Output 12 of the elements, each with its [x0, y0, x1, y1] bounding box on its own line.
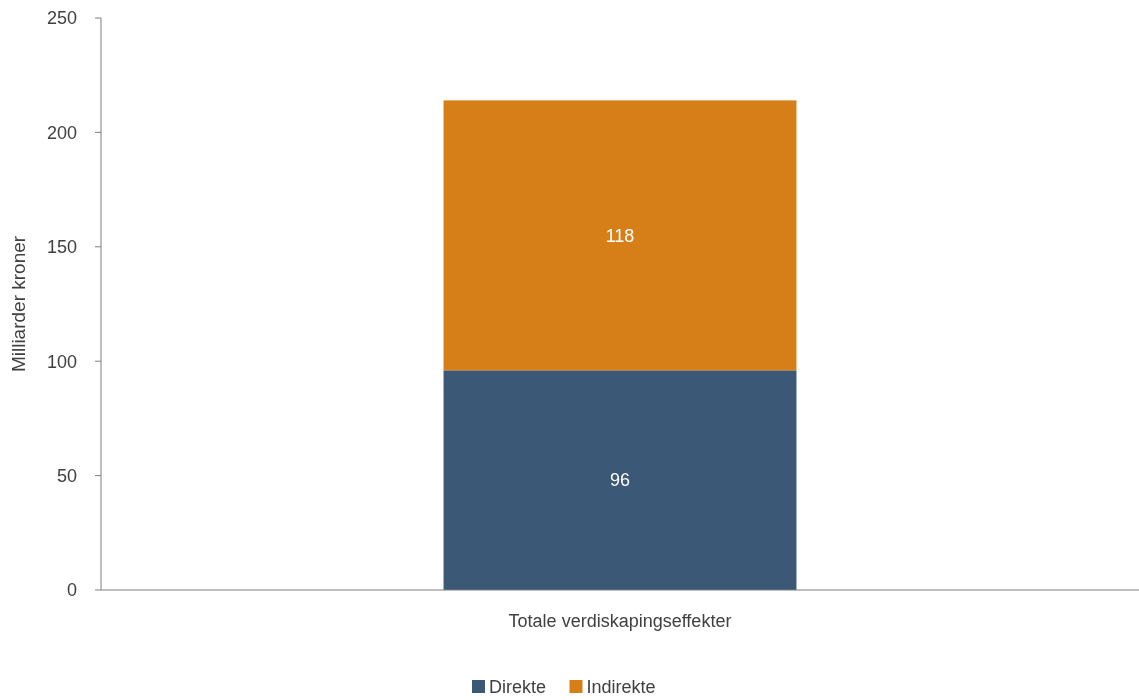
- y-axis-title: Milliarder kroner: [8, 235, 29, 373]
- data-label: 118: [605, 225, 635, 246]
- y-tick-label: 100: [46, 351, 77, 372]
- legend-label: Direkte: [489, 677, 547, 698]
- y-tick-label: 50: [56, 465, 77, 486]
- y-tick-label: 150: [46, 237, 77, 258]
- y-tick-label: 200: [46, 122, 77, 143]
- y-tick-label: 250: [46, 8, 77, 29]
- x-tick-label: Totale verdiskapingseffekter: [508, 611, 732, 631]
- y-tick-label: 0: [66, 580, 77, 601]
- data-label: 96: [609, 470, 631, 491]
- legend-label: Indirekte: [586, 677, 656, 698]
